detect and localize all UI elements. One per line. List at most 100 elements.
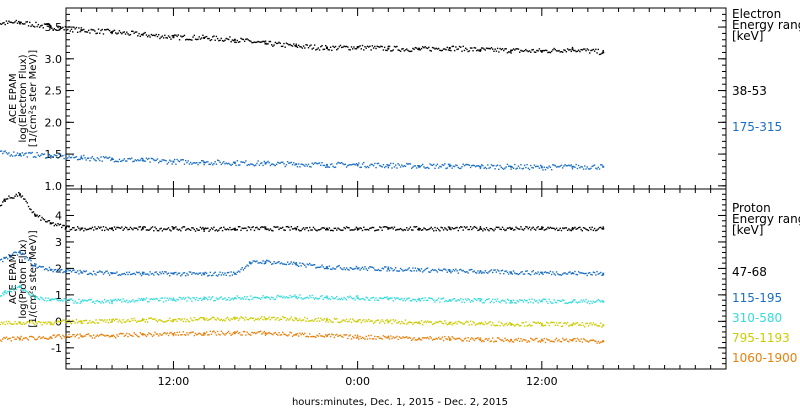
data-point xyxy=(325,319,328,322)
scatter-dot xyxy=(20,196,22,198)
scatter-dot xyxy=(202,34,204,37)
y-axis-title-line: [1/(cm²s ster MeV)] xyxy=(28,50,39,147)
scatter-dot xyxy=(487,164,489,166)
scatter-dot xyxy=(436,48,439,50)
scatter-dot xyxy=(164,228,166,230)
scatter-dot xyxy=(499,272,501,275)
scatter-dot xyxy=(595,167,597,169)
scatter-dot xyxy=(587,272,590,274)
scatter-dot xyxy=(52,334,54,337)
scatter-dot xyxy=(48,299,51,301)
scatter-dot xyxy=(338,162,340,164)
scatter-dot xyxy=(243,267,246,269)
scatter-dot xyxy=(441,164,444,166)
scatter-dot xyxy=(257,317,259,320)
scatter-dot xyxy=(321,335,323,337)
scatter-dot xyxy=(573,322,575,324)
data-point xyxy=(80,156,83,159)
scatter-dot xyxy=(310,320,312,322)
scatter-dot xyxy=(79,333,81,335)
scatter-dot xyxy=(52,222,54,224)
scatter-dot xyxy=(382,226,385,228)
scatter-dot xyxy=(539,300,542,303)
scatter-dot xyxy=(393,45,396,48)
data-point xyxy=(264,227,267,230)
scatter-dot xyxy=(202,159,204,162)
scatter-dot xyxy=(221,298,224,300)
scatter-dot xyxy=(306,296,308,299)
scatter-dot xyxy=(138,297,140,300)
scatter-dot xyxy=(177,318,180,320)
scatter-dot xyxy=(460,268,462,271)
scatter-dot xyxy=(10,21,13,23)
scatter-dot xyxy=(336,48,338,51)
scatter-dot xyxy=(204,161,207,164)
scatter-dot xyxy=(534,338,537,340)
scatter-dot xyxy=(171,333,173,335)
scatter-dot xyxy=(306,165,308,167)
data-point xyxy=(602,227,605,230)
scatter-dot xyxy=(176,228,178,230)
scatter-dot xyxy=(420,47,423,50)
scatter-dot xyxy=(140,229,143,231)
data-point xyxy=(203,228,206,231)
scatter-dot xyxy=(360,227,363,230)
scatter-dot xyxy=(11,22,14,24)
scatter-dot xyxy=(458,337,461,340)
scatter-dot xyxy=(223,319,225,321)
scatter-dot xyxy=(464,227,467,229)
scatter-dot xyxy=(598,53,601,56)
scatter-dot xyxy=(301,298,304,300)
scatter-dot xyxy=(360,166,363,168)
scatter-dot xyxy=(451,299,453,301)
scatter-dot xyxy=(296,264,299,267)
scatter-dot xyxy=(404,299,407,302)
scatter-dot xyxy=(258,262,261,264)
scatter-dot xyxy=(460,297,462,300)
scatter-dot xyxy=(381,229,383,231)
scatter-dot xyxy=(295,228,297,231)
scatter-dot xyxy=(388,338,391,340)
scatter-dot xyxy=(546,228,548,230)
scatter-dot xyxy=(80,301,83,303)
scatter-dot xyxy=(392,336,394,338)
scatter-dot xyxy=(282,161,284,163)
data-point xyxy=(540,50,543,53)
scatter-dot xyxy=(216,37,219,40)
scatter-dot xyxy=(162,332,165,334)
scatter-dot xyxy=(505,166,507,168)
scatter-dot xyxy=(369,299,371,302)
scatter-dot xyxy=(263,226,266,228)
scatter-dot xyxy=(509,271,511,273)
scatter-dot xyxy=(115,32,117,34)
scatter-dot xyxy=(182,331,184,333)
scatter-dot xyxy=(118,158,121,161)
scatter-dot xyxy=(274,319,277,321)
scatter-dot xyxy=(499,301,501,304)
scatter-dot xyxy=(247,163,250,166)
scatter-dot xyxy=(159,160,161,162)
scatter-dot xyxy=(51,27,53,30)
scatter-dot xyxy=(182,226,184,228)
scatter-dot xyxy=(429,49,431,52)
scatter-dot xyxy=(338,321,340,324)
scatter-dot xyxy=(377,336,380,338)
scatter-dot xyxy=(403,228,405,231)
scatter-dot xyxy=(406,298,408,300)
scatter-dot xyxy=(352,48,354,50)
scatter-dot xyxy=(89,299,91,301)
scatter-dot xyxy=(321,227,323,229)
scatter-dot xyxy=(234,272,236,275)
scatter-dot xyxy=(350,46,353,48)
scatter-dot xyxy=(247,298,250,301)
scatter-dot xyxy=(493,301,495,304)
scatter-dot xyxy=(56,298,58,301)
scatter-dot xyxy=(592,48,595,51)
scatter-dot xyxy=(482,302,484,304)
scatter-dot xyxy=(602,340,604,342)
scatter-dot xyxy=(369,164,371,167)
scatter-dot xyxy=(230,40,232,43)
scatter-dot xyxy=(367,166,370,169)
scatter-dot xyxy=(232,271,235,274)
scatter-dot xyxy=(248,299,251,301)
